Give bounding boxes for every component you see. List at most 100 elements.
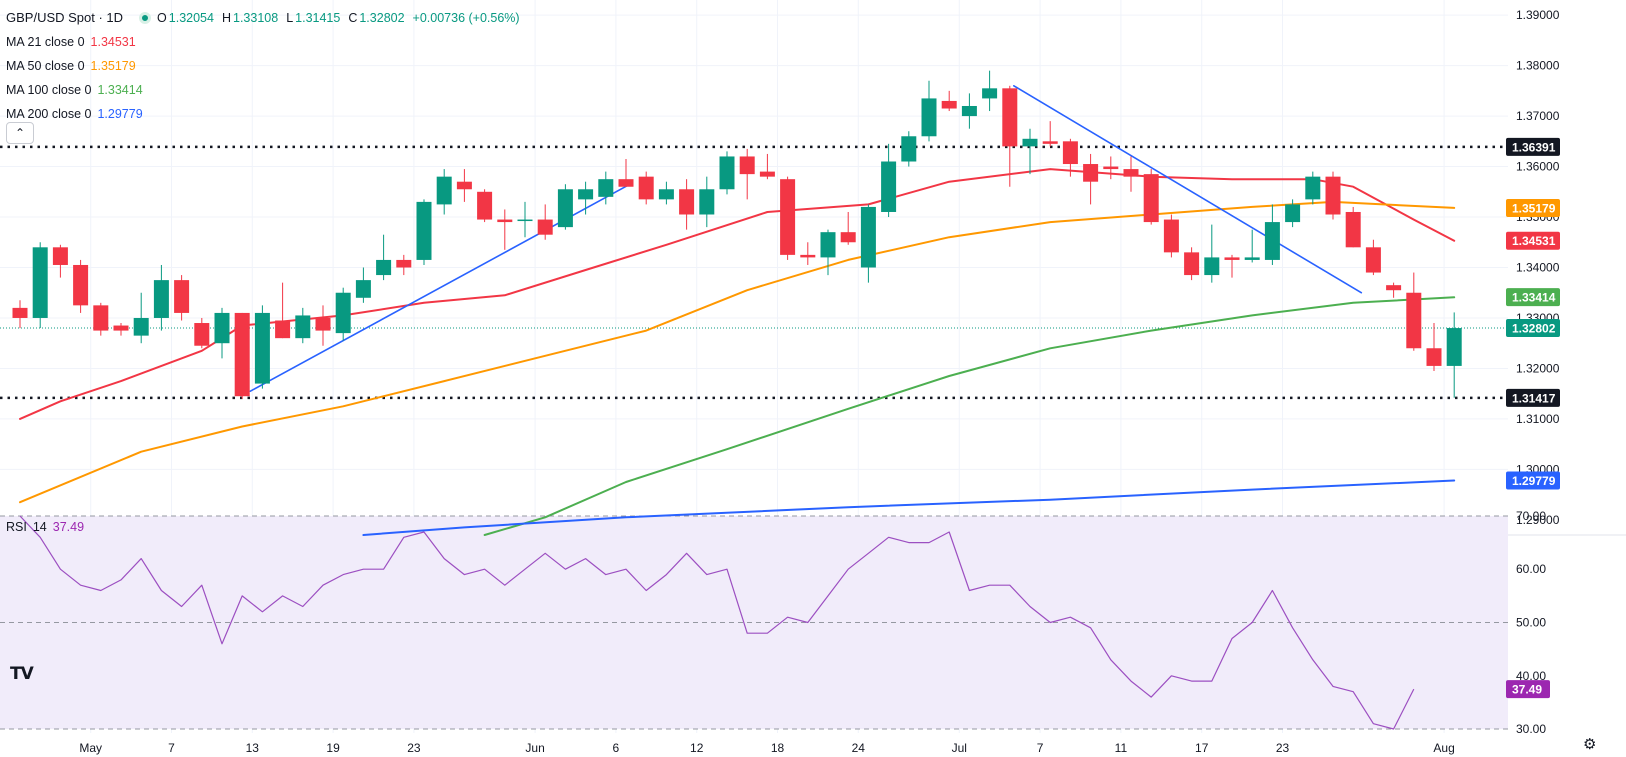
- close-value: 1.32802: [359, 11, 405, 25]
- time-axis-label: 7: [168, 741, 175, 755]
- candle-body: [1426, 348, 1442, 366]
- rsi-value-tag-label: 37.49: [1512, 683, 1542, 697]
- price-axis-label: 1.31000: [1516, 412, 1560, 426]
- price-tag-label: 1.33414: [1512, 291, 1556, 305]
- candle-body: [618, 179, 634, 187]
- price-tag: [1506, 231, 1560, 250]
- candle-body: [73, 264, 89, 306]
- candle-body: [214, 312, 230, 344]
- candle-body: [52, 247, 68, 265]
- candle-body: [1062, 141, 1078, 165]
- candle-body: [860, 206, 876, 268]
- candle-body: [1224, 257, 1240, 260]
- candle-body: [295, 315, 311, 339]
- candle-body: [436, 176, 452, 205]
- ma-legend-row[interactable]: MA 100 close 0 1.33414: [6, 78, 528, 102]
- price-axis-label: 1.34000: [1516, 261, 1560, 275]
- gear-icon[interactable]: ⚙: [1583, 736, 1597, 753]
- candle-body: [12, 307, 28, 318]
- price-tag: [1506, 388, 1560, 407]
- candle-body: [477, 191, 493, 220]
- rsi-value-tag: [1506, 680, 1550, 699]
- candle-body: [1083, 164, 1099, 182]
- price-axis-label: 1.36000: [1516, 160, 1560, 174]
- ma21-line: [19, 168, 1456, 420]
- candle-body: [113, 325, 129, 331]
- candle-body: [133, 317, 149, 336]
- candle-body: [961, 105, 977, 117]
- tradingview-logo[interactable]: TV: [10, 664, 34, 684]
- time-axis-label: Jul: [952, 741, 967, 755]
- ma100-label: MA 100 close 0: [6, 83, 92, 97]
- ma-legend-row[interactable]: MA 200 close 0 1.29779: [6, 102, 528, 126]
- ma21-value: 1.34531: [90, 35, 136, 49]
- candle-body: [1103, 166, 1119, 170]
- ma200-label: MA 200 close 0: [6, 107, 92, 121]
- rsi-band: [0, 515, 1508, 730]
- candle-body: [578, 189, 594, 200]
- candle-body: [1244, 257, 1260, 260]
- time-axis-label: 24: [852, 741, 866, 755]
- candle-body: [1325, 176, 1341, 215]
- candle-body: [1002, 88, 1018, 147]
- price-tag: [1506, 198, 1560, 217]
- candle-body: [1406, 292, 1422, 349]
- candle-body: [739, 156, 755, 175]
- candle-body: [1446, 328, 1462, 366]
- ma200-line: [362, 479, 1456, 536]
- time-axis-label: 23: [1276, 741, 1290, 755]
- candle-body: [1264, 222, 1280, 260]
- high-label: H: [221, 11, 231, 25]
- price-tag-label: 1.32802: [1512, 321, 1556, 335]
- candle-body: [759, 171, 775, 177]
- candle-body: [1022, 138, 1038, 147]
- high-value: 1.33108: [233, 11, 279, 25]
- candle-body: [840, 232, 856, 243]
- rsi-axis-label: 50.00: [1516, 616, 1546, 630]
- ma50-label: MA 50 close 0: [6, 59, 85, 73]
- ma100-line: [483, 296, 1456, 536]
- candle-body: [194, 323, 210, 346]
- rsi-length: 14: [32, 520, 47, 534]
- chart-legend: GBP/USD Spot · 1D O 1.32054 H 1.33108 L 1.3…: [6, 6, 528, 126]
- rsi-axis-label: 70.00: [1516, 509, 1546, 523]
- price-axis-label: 1.39000: [1516, 8, 1560, 22]
- candle-body: [456, 181, 472, 190]
- candle-body: [638, 176, 654, 200]
- candle-body: [396, 259, 412, 268]
- ma-legend-row[interactable]: MA 21 close 0 1.34531: [6, 30, 528, 54]
- price-axis-label: 1.29000: [1516, 513, 1560, 527]
- candle-body: [1163, 219, 1179, 253]
- candle-body: [376, 259, 392, 276]
- low-value: 1.31415: [295, 11, 341, 25]
- candle-body: [275, 320, 291, 339]
- low-label: L: [286, 11, 294, 25]
- change-value: +0.00736 (+0.56%): [412, 11, 520, 25]
- candle-body: [537, 219, 553, 235]
- candle-body: [780, 179, 796, 255]
- price-tag: [1506, 137, 1560, 156]
- downtrend-line: [1012, 85, 1363, 294]
- candle-body: [93, 305, 109, 331]
- price-tag-label: 1.34531: [1512, 234, 1556, 248]
- symbol-title[interactable]: GBP/USD Spot · 1D: [6, 10, 124, 25]
- candle-body: [234, 312, 250, 397]
- time-axis-label: 17: [1195, 741, 1209, 755]
- candle-body: [335, 292, 351, 334]
- candle-body: [921, 98, 937, 137]
- candle-body: [598, 179, 614, 197]
- price-tag-label: 1.36391: [1512, 140, 1556, 154]
- time-axis-label: Aug: [1433, 741, 1454, 755]
- rsi-line: [19, 515, 1415, 730]
- candle-body: [658, 189, 674, 200]
- ma21-label: MA 21 close 0: [6, 35, 85, 49]
- candle-body: [800, 254, 816, 258]
- candle-body: [982, 88, 998, 99]
- ma-legend-row[interactable]: MA 50 close 0 1.35179: [6, 54, 528, 78]
- price-tag-label: 1.31417: [1512, 391, 1556, 405]
- candle-body: [1285, 204, 1301, 223]
- chevron-up-icon[interactable]: ⌃: [6, 122, 34, 144]
- candle-body: [941, 100, 957, 109]
- rsi-legend[interactable]: RSI 14 37.49: [6, 520, 90, 534]
